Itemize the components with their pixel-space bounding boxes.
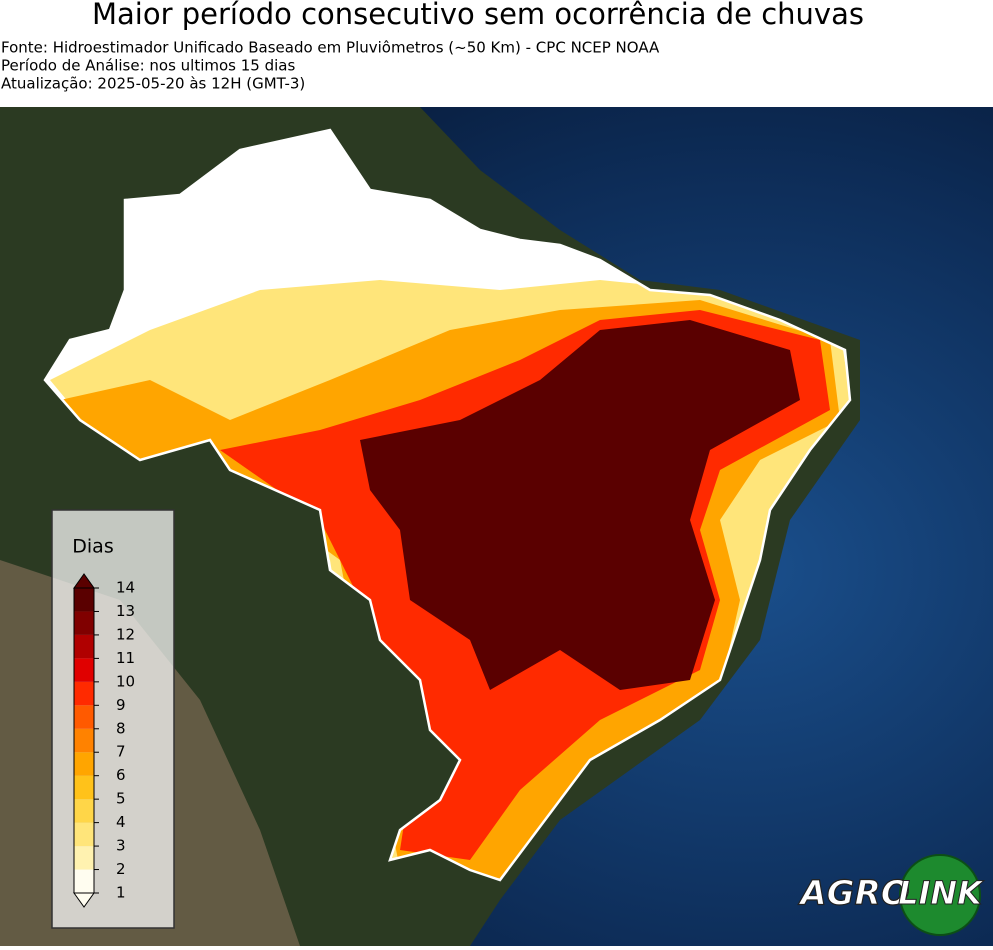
- color-step: [74, 611, 94, 635]
- update-line: Atualização: 2025-05-20 às 12H (GMT-3): [1, 75, 305, 93]
- color-step: [74, 869, 94, 893]
- color-step: [74, 658, 94, 682]
- color-step: [74, 799, 94, 823]
- color-step: [74, 705, 94, 729]
- color-step: [74, 588, 94, 612]
- tick-label: 7: [116, 743, 126, 761]
- tick-label: 8: [116, 719, 126, 737]
- tick-label: 4: [116, 813, 126, 831]
- color-step: [74, 728, 94, 753]
- title: Maior período consecutivo sem ocorrência…: [92, 0, 864, 31]
- tick-label: 14: [116, 579, 135, 597]
- logo: AGRO LINK: [797, 854, 985, 936]
- source-line: Fonte: Hidroestimador Unificado Baseado …: [1, 39, 660, 57]
- tick-label: 10: [116, 672, 135, 690]
- logo-right: LINK: [898, 874, 984, 912]
- color-step: [74, 775, 94, 800]
- period-line: Período de Análise: nos ultimos 15 dias: [1, 57, 295, 75]
- colorbar-outline: [73, 587, 95, 894]
- color-step: [74, 822, 94, 847]
- tick-label: 6: [116, 766, 126, 784]
- logo-circle: [899, 854, 981, 936]
- color-step: [74, 681, 94, 706]
- zone-14: [360, 320, 800, 690]
- map: [0, 107, 993, 946]
- tick-label: 3: [116, 837, 126, 855]
- header-bg: [0, 0, 993, 107]
- color-step: [74, 634, 94, 659]
- tick-label: 12: [116, 625, 135, 643]
- tick-label: 2: [116, 860, 126, 878]
- legend-box: [51, 509, 175, 929]
- color-step: [74, 846, 94, 870]
- tick-label: 13: [116, 602, 135, 620]
- color-step: [74, 752, 94, 776]
- tick-label: 1: [116, 884, 126, 902]
- tick-label: 11: [116, 649, 135, 667]
- logo-left: AGRO: [797, 874, 909, 914]
- legend-title: Dias: [72, 536, 113, 558]
- tick-label: 5: [116, 790, 126, 808]
- tick-label: 9: [116, 696, 126, 714]
